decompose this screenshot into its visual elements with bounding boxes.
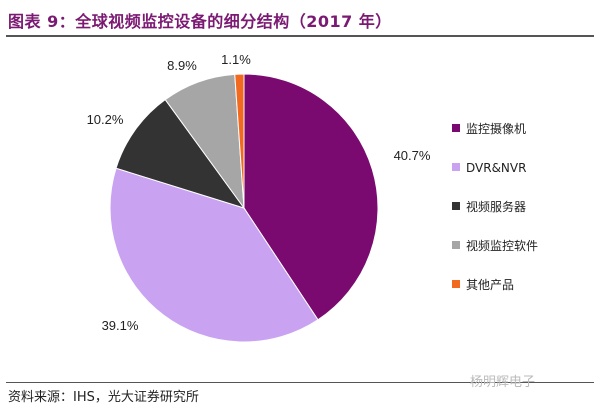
data-label: 1.1%: [221, 52, 251, 67]
pie-slice-4: [234, 73, 245, 209]
legend-label: 监控摄像机: [466, 121, 526, 136]
legend-swatch: [452, 280, 460, 288]
data-label: 40.7%: [394, 148, 431, 163]
title-divider: [6, 35, 594, 37]
watermark: 杨明辉电子: [470, 375, 536, 390]
legend-label: DVR&NVR: [466, 161, 526, 175]
legend-swatch: [452, 202, 460, 210]
data-label: 10.2%: [87, 112, 124, 127]
pie-slice-1: [109, 167, 319, 343]
data-label: 39.1%: [102, 318, 139, 333]
source-note: 资料来源：IHS，光大证券研究所: [8, 390, 199, 405]
chart-title: 图表 9：全球视频监控设备的细分结构（2017 年）: [8, 12, 392, 31]
legend-label: 其他产品: [466, 278, 514, 292]
legend-label: 视频监控软件: [466, 238, 538, 253]
legend-swatch: [452, 241, 460, 249]
data-label: 8.9%: [167, 58, 197, 73]
legend-swatch: [452, 124, 460, 132]
source-divider: [6, 382, 594, 383]
pie-slice-2: [115, 98, 246, 209]
legend-swatch: [452, 163, 460, 171]
legend-label: 视频服务器: [466, 199, 526, 214]
